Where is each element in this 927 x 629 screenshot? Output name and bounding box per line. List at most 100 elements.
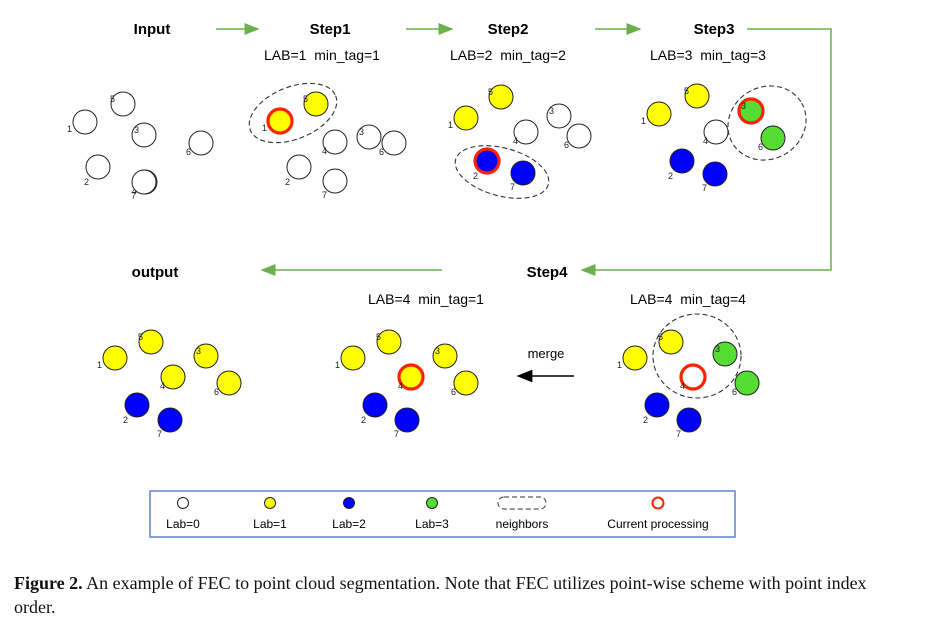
caption-prefix: Figure 2. — [14, 573, 83, 593]
point-1 — [646, 101, 672, 127]
figure-caption: Figure 2. An example of FEC to point clo… — [14, 571, 894, 619]
point-4 — [703, 119, 729, 145]
point-index-label: 3 — [134, 125, 139, 135]
point-index-label: 3 — [715, 344, 720, 354]
point-index-label: 4 — [322, 146, 327, 156]
point-1 — [102, 345, 128, 371]
point-6 — [734, 370, 760, 396]
point-index-label: 7 — [510, 182, 515, 192]
subtitle-step3: LAB=3 min_tag=3 — [650, 47, 766, 63]
point-index-label: 7 — [702, 183, 707, 193]
legend-neighbors-symbol — [497, 496, 547, 510]
point-index-label: 1 — [448, 120, 453, 130]
point-3 — [193, 343, 219, 369]
title-step2: Step2 — [488, 21, 529, 38]
point-2 — [286, 154, 312, 180]
panel-output-points: 1 2 3 4 5 6 7 — [97, 329, 242, 439]
point-index-label: 5 — [658, 332, 663, 342]
point-7 — [702, 161, 728, 187]
panel-step4b-points: 1 2 3 4 5 6 7 — [335, 329, 479, 439]
point-2-current — [473, 147, 501, 175]
legend-lab3-label: Lab=3 — [415, 517, 449, 531]
point-7 — [131, 169, 157, 195]
subtitle-step4b: LAB=4 min_tag=1 — [368, 291, 484, 307]
neighbors-region-step1 — [248, 82, 338, 144]
point-6 — [216, 370, 242, 396]
point-4-current — [397, 363, 425, 391]
point-index-label: 6 — [186, 147, 191, 157]
point-index-label: 4 — [680, 381, 685, 391]
point-5 — [110, 91, 136, 117]
merge-label: merge — [528, 346, 565, 361]
point-6 — [188, 130, 214, 156]
legend-current-label: Current processing — [607, 517, 708, 531]
legend-box — [149, 490, 736, 538]
point-index-label: 1 — [97, 360, 102, 370]
point-index-label: 4 — [513, 136, 518, 146]
point-index-label: 1 — [67, 124, 72, 134]
point-index-label: 5 — [376, 332, 381, 342]
point-index-label: 3 — [196, 346, 201, 356]
panel-step4a-points: 1 2 3 4 5 6 7 — [617, 329, 760, 439]
point-index-label: 6 — [732, 387, 737, 397]
panel-step2-points: 1 2 3 4 5 6 7 — [448, 84, 592, 192]
point-index-label: 3 — [741, 101, 746, 111]
point-5 — [488, 84, 514, 110]
point-index-label: 2 — [285, 177, 290, 187]
point-index-label: 6 — [214, 387, 219, 397]
point-2 — [644, 392, 670, 418]
point-4 — [322, 129, 348, 155]
legend-lab0-symbol — [177, 497, 189, 509]
point-4-current — [679, 363, 707, 391]
panel-step1-points: 1 2 3 4 5 6 7 — [262, 91, 407, 200]
neighbors-region-step2 — [454, 145, 550, 199]
title-step1: Step1 — [310, 21, 351, 38]
point-index-label: 7 — [131, 191, 136, 201]
point-index-label: 5 — [684, 86, 689, 96]
point-7 — [394, 407, 420, 433]
legend-lab0-label: Lab=0 — [166, 517, 200, 531]
panel-input-points: 1 2 3 4 5 6 7 — [67, 91, 214, 201]
legend-lab1-label: Lab=1 — [253, 517, 287, 531]
point-index-label: 2 — [123, 415, 128, 425]
point-index-label: 2 — [84, 177, 89, 187]
point-index-label: 1 — [617, 360, 622, 370]
point-3 — [712, 341, 738, 367]
neighbors-region-step3 — [727, 85, 807, 161]
point-7 — [676, 407, 702, 433]
point-index-label: 6 — [564, 140, 569, 150]
point-index-label: 2 — [643, 415, 648, 425]
point-2 — [85, 154, 111, 180]
legend-current-symbol — [651, 496, 665, 510]
point-5 — [658, 329, 684, 355]
point-index-label: 4 — [132, 186, 137, 196]
point-2 — [124, 392, 150, 418]
subtitle-step1: LAB=1 min_tag=1 — [264, 47, 380, 63]
neighbors-region-step4a — [652, 313, 742, 399]
point-5 — [684, 83, 710, 109]
title-step3: Step3 — [694, 21, 735, 38]
point-index-label: 5 — [303, 94, 308, 104]
point-2 — [669, 148, 695, 174]
point-1 — [340, 345, 366, 371]
fec-diagram: Input Step1 Step2 Step3 Step4 output LAB… — [67, 21, 832, 538]
point-6 — [381, 130, 407, 156]
point-7 — [157, 407, 183, 433]
legend-neighbors-label: neighbors — [496, 517, 549, 531]
legend-lab3-symbol — [426, 497, 438, 509]
point-index-label: 6 — [379, 147, 384, 157]
point-index-label: 5 — [138, 332, 143, 342]
point-index-label: 3 — [359, 127, 364, 137]
point-index-label: 4 — [398, 381, 403, 391]
point-index-label: 5 — [488, 87, 493, 97]
point-index-label: 5 — [110, 94, 115, 104]
point-6 — [566, 123, 592, 149]
point-3 — [131, 122, 157, 148]
subtitle-step4a: LAB=4 min_tag=4 — [630, 291, 746, 307]
point-index-label: 3 — [435, 346, 440, 356]
title-input: Input — [134, 21, 171, 38]
point-index-label: 3 — [549, 106, 554, 116]
point-index-label: 2 — [668, 171, 673, 181]
title-output: output — [132, 264, 179, 281]
point-2 — [362, 392, 388, 418]
